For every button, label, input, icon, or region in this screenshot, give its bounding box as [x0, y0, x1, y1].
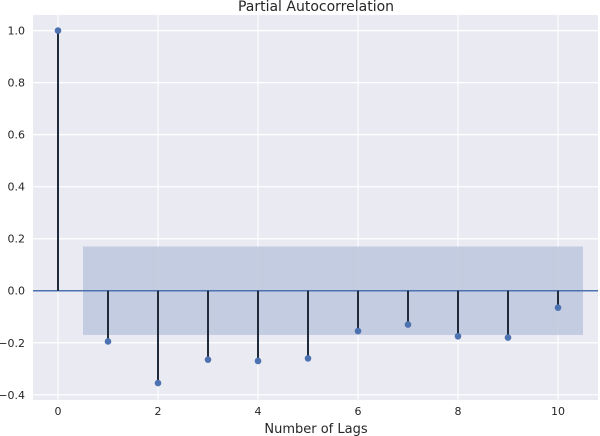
y-tick-label: 0.4	[8, 181, 26, 194]
x-tick-label: 10	[551, 405, 565, 418]
y-tick-label: 1.0	[8, 25, 26, 38]
stem-marker	[154, 379, 162, 387]
y-tick-label: 0.8	[8, 77, 26, 90]
stem-marker	[104, 338, 112, 345]
stem-marker	[404, 321, 412, 328]
stem-marker	[354, 327, 362, 335]
stem-marker	[504, 334, 512, 341]
stem-marker	[454, 332, 462, 340]
y-tick-label: 0.0	[8, 285, 26, 298]
x-axis-ticks: 0 2 4 6 8 10	[55, 405, 566, 418]
y-tick-label: −0.2	[0, 337, 25, 350]
x-tick-label: 8	[455, 405, 462, 418]
y-tick-label: 0.6	[8, 129, 26, 142]
stem-marker	[54, 27, 62, 34]
stem-marker	[204, 356, 212, 363]
x-tick-label: 6	[355, 405, 362, 418]
x-axis-label: Number of Lags	[264, 422, 367, 436]
y-tick-label: 0.2	[8, 233, 26, 246]
stem-marker	[254, 357, 262, 365]
y-axis-ticks: −0.4 −0.2 0.0 0.2 0.4 0.6 0.8 1.0	[0, 25, 25, 402]
x-tick-label: 4	[255, 405, 262, 418]
y-tick-label: −0.4	[0, 389, 25, 402]
plot-area	[33, 15, 598, 400]
stem-marker	[304, 355, 312, 362]
stems	[54, 27, 562, 387]
x-tick-label: 0	[55, 405, 62, 418]
stem-marker	[554, 304, 562, 311]
x-tick-label: 2	[155, 405, 162, 418]
chart-title: Partial Autocorrelation	[238, 0, 394, 15]
